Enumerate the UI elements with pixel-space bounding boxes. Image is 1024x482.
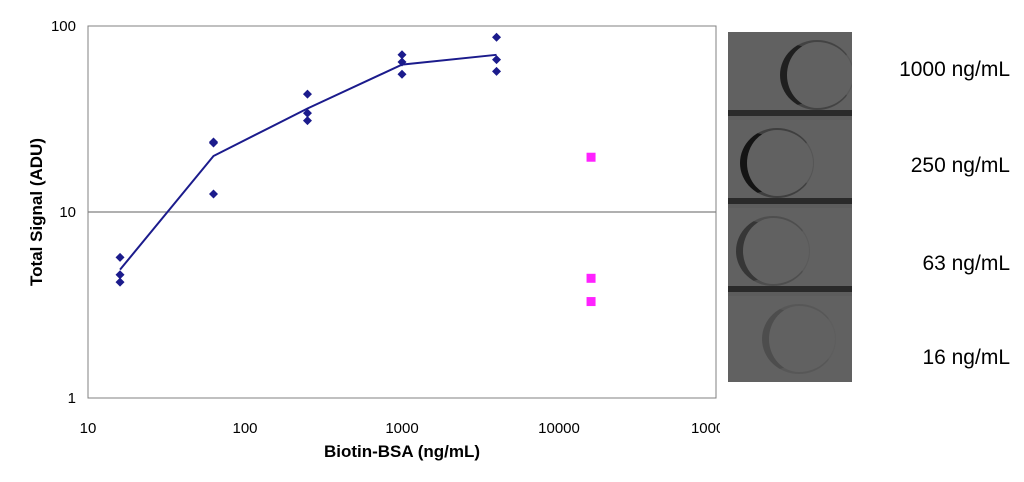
x-tick-label: 10 [80, 420, 97, 437]
y-tick-label: 10 [59, 204, 76, 221]
data-series [115, 32, 596, 307]
data-point-diamond [208, 138, 218, 148]
data-point-diamond [397, 50, 407, 60]
data-point-diamond [115, 277, 125, 287]
strip-panel [728, 32, 852, 116]
data-point-diamond [302, 116, 312, 126]
test-strip-image [728, 32, 852, 382]
strip-separator [728, 286, 852, 292]
x-tick-labels: 10 100 1000 10000 100000 [80, 420, 720, 437]
signal-ring [762, 304, 836, 374]
data-point-diamond [397, 69, 407, 79]
data-point-square [586, 152, 596, 162]
data-point-diamond [302, 108, 312, 118]
y-tick-label: 1 [68, 390, 76, 407]
data-point-diamond [492, 66, 502, 76]
strip-panel [728, 296, 852, 382]
data-point-diamond [115, 270, 125, 280]
strip-panel [728, 208, 852, 292]
x-tick-label: 10000 [538, 420, 580, 437]
x-tick-label: 1000 [385, 420, 418, 437]
signal-ring [740, 128, 814, 198]
signal-ring [780, 40, 852, 110]
x-axis-title: Biotin-BSA (ng/mL) [324, 442, 480, 461]
strip-label: 1000 ng/mL [899, 58, 1010, 81]
data-point-diamond [115, 252, 125, 262]
data-point-diamond [302, 89, 312, 99]
y-axis-title: Total Signal (ADU) [27, 138, 46, 286]
strip-label: 63 ng/mL [922, 252, 1010, 275]
data-point-square [586, 297, 596, 307]
strip-panel [728, 120, 852, 204]
x-tick-label: 100000 [691, 420, 720, 437]
data-point-diamond [208, 189, 218, 199]
data-point-diamond [492, 55, 502, 65]
strip-separator [728, 198, 852, 204]
data-point-diamond [492, 32, 502, 42]
y-tick-labels: 1 10 100 [51, 18, 76, 407]
fit-line [119, 53, 497, 271]
signal-ring [736, 216, 810, 286]
data-point-square [586, 273, 596, 283]
strip-separator [728, 110, 852, 116]
strip-label: 250 ng/mL [910, 154, 1010, 177]
strip-label: 16 ng/mL [922, 346, 1010, 369]
x-tick-label: 100 [232, 420, 257, 437]
data-point-diamond [397, 57, 407, 67]
y-tick-label: 100 [51, 18, 76, 35]
